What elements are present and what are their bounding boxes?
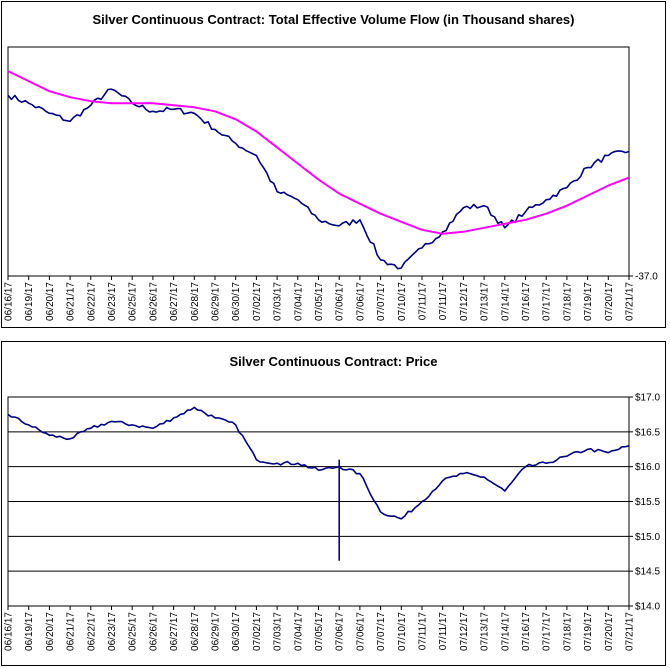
x-tick-label: 07/11/17	[418, 612, 429, 651]
x-tick-label: 06/23/17	[107, 612, 118, 651]
y-tick-label: $14.0	[635, 602, 660, 613]
x-tick-label: 06/30/17	[231, 612, 242, 651]
x-tick-label: 07/05/17	[314, 282, 325, 321]
x-tick-label: 06/19/17	[24, 282, 35, 321]
series-line-primary	[7, 406, 630, 520]
plot-area	[7, 46, 630, 277]
x-tick-label: 06/29/17	[211, 282, 222, 321]
x-tick-label: 07/16/17	[521, 612, 532, 651]
x-tick-label: 06/28/17	[190, 282, 201, 321]
x-tick-label: 07/06/17	[335, 612, 346, 651]
x-tick-label: 07/07/17	[376, 282, 387, 321]
x-tick-label: 06/19/17	[24, 612, 35, 651]
x-tick-label: 07/11/17	[418, 282, 429, 321]
x-tick-label: 07/21/17	[625, 282, 636, 321]
y-tick-label: -37.0	[635, 272, 658, 283]
y-tick-label: $16.5	[635, 427, 660, 438]
x-tick-label: 06/27/17	[169, 282, 180, 321]
x-tick-label: 07/11/17	[438, 282, 449, 321]
x-tick-label: 07/19/17	[583, 282, 594, 321]
x-tick-label: 06/26/17	[148, 282, 159, 321]
y-tick-label: $15.5	[635, 497, 660, 508]
x-tick-label: 07/10/17	[397, 612, 408, 651]
x-tick-label: 07/16/17	[521, 282, 532, 321]
x-tick-label: 07/14/17	[500, 282, 511, 321]
x-tick-label: 06/16/17	[4, 612, 15, 651]
x-tick-label: 06/20/17	[45, 612, 56, 651]
x-tick-label: 07/20/17	[604, 282, 615, 321]
series-line-primary	[7, 88, 630, 270]
x-tick-label: 07/20/17	[604, 612, 615, 651]
x-tick-label: 06/21/17	[66, 612, 77, 651]
x-tick-label: 06/28/17	[190, 612, 201, 651]
x-tick-label: 06/22/17	[86, 282, 97, 321]
x-tick-label: 06/25/17	[128, 612, 139, 651]
x-tick-label: 06/30/17	[231, 282, 242, 321]
x-tick-label: 07/19/17	[583, 612, 594, 651]
x-tick-label: 07/04/17	[293, 282, 304, 321]
x-tick-label: 06/23/17	[107, 282, 118, 321]
y-tick-label: $17.0	[635, 393, 660, 404]
volume-flow-chart: -37.0 06/16/17 06/19/17 06/20/17 06/21/17 06/…	[4, 46, 658, 321]
x-tick-label: 06/16/17	[4, 282, 15, 321]
x-tick-label: 07/06/17	[355, 612, 366, 651]
x-tick-label: 07/03/17	[273, 612, 284, 651]
x-tick-label: 07/11/17	[438, 612, 449, 651]
x-tick-label: 07/03/17	[273, 282, 284, 321]
x-tick-label: 07/21/17	[625, 612, 636, 651]
x-tick-label: 07/06/17	[355, 282, 366, 321]
x-tick-label: 07/06/17	[335, 282, 346, 321]
x-tick-label: 06/26/17	[148, 612, 159, 651]
x-tick-label: 07/18/17	[562, 612, 573, 651]
x-tick-label: 07/18/17	[562, 282, 573, 321]
y-tick-label: $15.0	[635, 532, 660, 543]
x-tick-label: 07/17/17	[542, 612, 553, 651]
x-tick-label: 07/13/17	[480, 612, 491, 651]
x-tick-label: 06/27/17	[169, 612, 180, 651]
x-tick-label: 07/05/17	[314, 612, 325, 651]
x-tick-label: 06/25/17	[128, 282, 139, 321]
x-tick-label: 06/20/17	[45, 282, 56, 321]
price-panel: Silver Continuous Contract: Price $14.0 $…	[1, 341, 666, 666]
y-tick-label: $14.5	[635, 567, 660, 578]
volume-flow-title: Silver Continuous Contract: Total Effect…	[92, 12, 575, 27]
x-tick-label: 07/10/17	[397, 282, 408, 321]
x-tick-label: 07/02/17	[252, 282, 263, 321]
x-tick-label: 07/12/17	[459, 612, 470, 651]
x-tick-label: 06/21/17	[66, 282, 77, 321]
x-tick-label: 06/29/17	[211, 612, 222, 651]
price-chart: $14.0 $14.5 $15.0 $15.5 $16.0 $16.5 $17.0 06/16…	[4, 393, 661, 651]
y-tick-label: $16.0	[635, 462, 660, 473]
series-line-average	[7, 70, 630, 235]
x-tick-label: 06/22/17	[86, 612, 97, 651]
x-tick-label: 07/07/17	[376, 612, 387, 651]
x-tick-label: 07/14/17	[500, 612, 511, 651]
x-tick-label: 07/04/17	[293, 612, 304, 651]
volume-flow-panel: Silver Continuous Contract: Total Effect…	[1, 1, 666, 328]
x-tick-label: 07/13/17	[480, 282, 491, 321]
x-tick-label: 07/12/17	[459, 282, 470, 321]
price-title: Silver Continuous Contract: Price	[229, 354, 438, 369]
x-tick-label: 07/02/17	[252, 612, 263, 651]
x-tick-label: 07/17/17	[542, 282, 553, 321]
